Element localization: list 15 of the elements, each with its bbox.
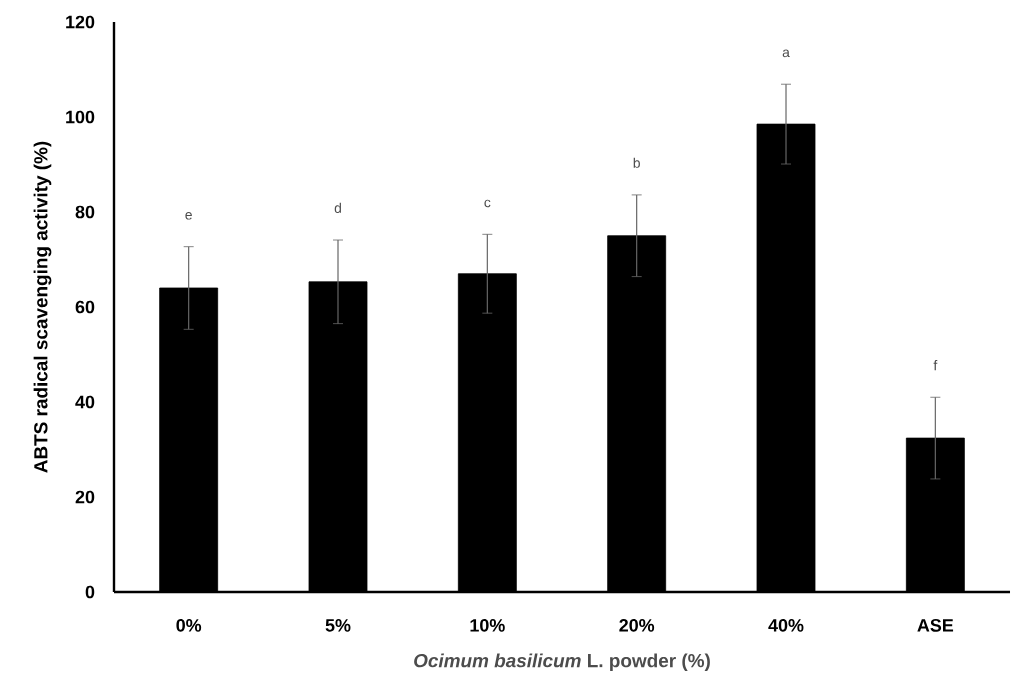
y-axis-title: ABTS radical scavenging activity (%) <box>33 141 52 473</box>
x-axis-title: Ocimum basilicum L. powder (%) <box>414 653 710 672</box>
y-tick-label: 60 <box>75 300 95 314</box>
x-tick-label: 10% <box>470 619 505 632</box>
y-tick-label: 0 <box>85 585 95 599</box>
y-tick-label: 40 <box>75 395 95 409</box>
y-tick-label: 80 <box>75 205 95 219</box>
x-tick-label: 20% <box>619 619 655 632</box>
x-tick-label: 40% <box>768 619 804 632</box>
y-tick-label: 100 <box>66 110 95 124</box>
y-tick-label: 120 <box>66 15 95 29</box>
x-tick-label: 5% <box>325 619 351 632</box>
y-tick-label: 20 <box>75 490 95 504</box>
x-tick-label: ASE <box>917 619 954 632</box>
x-tick-label: 0% <box>176 619 202 632</box>
